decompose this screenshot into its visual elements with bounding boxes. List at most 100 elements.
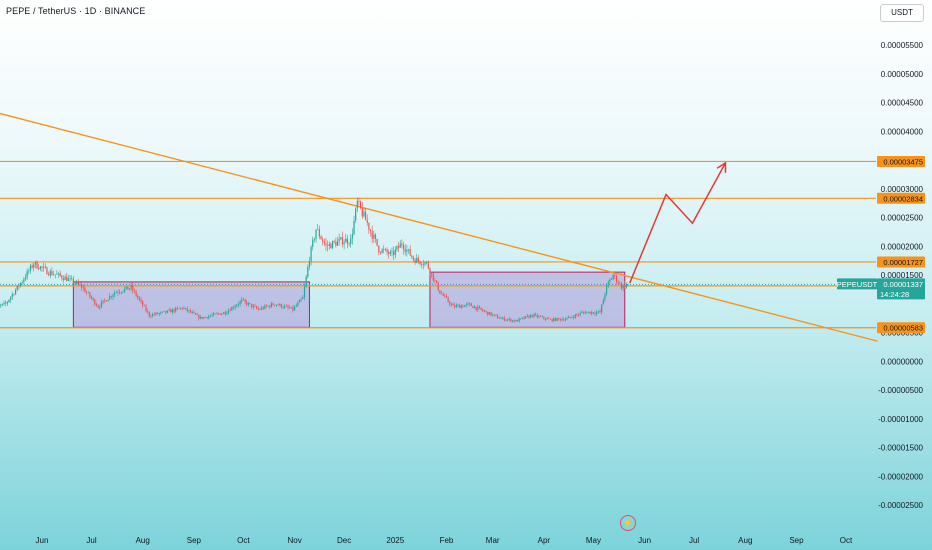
candle-261 [421, 262, 423, 269]
candle-body [460, 305, 462, 308]
candle-245 [394, 246, 396, 259]
candle-152 [241, 297, 243, 304]
candle-64 [95, 302, 98, 307]
candle-8 [3, 300, 5, 306]
candle-body [191, 312, 193, 313]
candle-body [244, 299, 246, 302]
candle-256 [412, 255, 415, 262]
candle-18 [19, 282, 22, 288]
candle-body [84, 287, 86, 293]
candle-6 [0, 303, 2, 309]
candle-body [566, 318, 568, 320]
candle-191 [305, 274, 307, 288]
candle-355 [576, 313, 578, 317]
candle-12 [10, 296, 12, 303]
candle-body [341, 237, 344, 245]
candle-body [232, 307, 235, 308]
candle-40 [56, 270, 58, 275]
candle-56 [82, 284, 84, 292]
candle-337 [546, 316, 548, 320]
candle-body [592, 312, 595, 314]
candle-body [221, 313, 223, 315]
candle-135 [213, 311, 215, 317]
candle-body [604, 294, 606, 300]
candle-79 [120, 291, 122, 295]
candle-14 [13, 293, 15, 297]
candle-103 [160, 311, 162, 315]
candle-body [33, 264, 35, 268]
candle-44 [62, 275, 65, 283]
candle-217 [348, 242, 350, 247]
candle-body [620, 283, 623, 289]
candle-body [300, 298, 302, 300]
candle-257 [414, 257, 416, 266]
level-tag-3: 0.00001727 [883, 258, 923, 267]
candle-body [530, 315, 532, 318]
candle-165 [262, 305, 264, 311]
x-tick-label-7: 2025 [386, 536, 404, 545]
candle-276 [445, 293, 448, 298]
x-tick-label-16: Oct [840, 536, 853, 545]
candle-body [163, 311, 165, 312]
candle-179 [285, 304, 287, 307]
x-tick-label-8: Feb [440, 536, 454, 545]
candle-33 [44, 263, 46, 269]
candle-body [267, 305, 269, 307]
x-tick-label-14: Aug [738, 536, 752, 545]
candle-265 [427, 260, 429, 270]
candle-body [223, 312, 225, 314]
candle-body [52, 274, 55, 276]
candle-187 [298, 299, 301, 303]
y-tick-label-3: 0.00004000 [881, 127, 924, 136]
candle-body [125, 286, 127, 289]
candle-113 [176, 306, 178, 311]
candle-45 [64, 274, 66, 281]
candle-body [152, 314, 154, 317]
candle-body [331, 241, 334, 249]
candle-body [553, 318, 555, 322]
candle-body [231, 307, 233, 311]
candle-body [521, 317, 524, 319]
x-tick-label-0: Jun [36, 536, 49, 545]
candle-93 [143, 304, 145, 307]
candle-body [5, 302, 7, 304]
candle-357 [579, 311, 581, 317]
candle-310 [502, 316, 504, 320]
candle-267 [431, 273, 433, 278]
candle-323 [523, 315, 525, 320]
candle-354 [574, 313, 576, 320]
candle-209 [335, 237, 337, 248]
candle-body [581, 312, 583, 313]
candle-body [279, 303, 281, 306]
candle-body [249, 303, 251, 304]
candle-240 [386, 247, 388, 256]
symbol-title[interactable]: PEPE / TetherUS · 1D · BINANCE [6, 6, 146, 16]
candle-316 [511, 320, 514, 323]
candle-body [556, 318, 558, 321]
candle-360 [584, 310, 586, 315]
candle-body [563, 319, 565, 321]
candle-body [368, 222, 370, 230]
y-tick-label-15: -0.00002500 [878, 501, 923, 510]
candle-127 [199, 314, 202, 320]
candle-196 [313, 237, 316, 243]
candle-body [617, 281, 619, 284]
candle-266 [429, 267, 431, 277]
candle-304 [492, 313, 494, 317]
lightning-icon[interactable]: ⚡ [620, 515, 636, 531]
candle-153 [242, 297, 245, 301]
candle-body [404, 249, 406, 252]
candle-body [459, 305, 461, 308]
candle-284 [459, 303, 461, 308]
currency-button[interactable]: USDT [880, 4, 924, 22]
candle-359 [582, 311, 585, 315]
candle-385 [625, 282, 628, 289]
candle-body [312, 239, 314, 247]
candle-body [150, 316, 152, 317]
candle-361 [586, 311, 588, 314]
candle-body [348, 243, 350, 245]
candle-body [100, 302, 103, 307]
candle-7 [1, 303, 3, 307]
